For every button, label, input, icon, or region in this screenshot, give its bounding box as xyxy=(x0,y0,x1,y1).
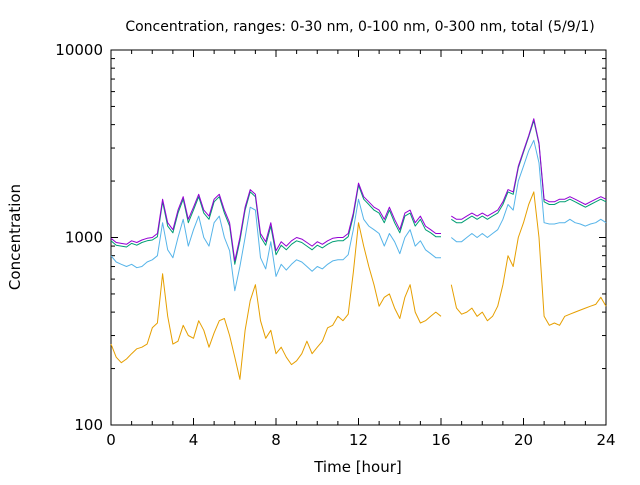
series-line-1 xyxy=(110,118,607,262)
y-axis-tick-labels: 100 1000 10000 xyxy=(55,41,103,434)
y-tick-label: 1000 xyxy=(65,229,103,247)
x-axis-label: Time [hour] xyxy=(313,458,402,476)
x-tick-label: 4 xyxy=(189,431,199,449)
x-axis-ticks xyxy=(110,50,607,425)
x-tick-label: 20 xyxy=(514,431,533,449)
series-line-2 xyxy=(110,120,607,265)
series-line-3 xyxy=(110,139,607,292)
x-tick-label: 8 xyxy=(271,431,281,449)
y-tick-label: 100 xyxy=(74,416,103,434)
x-tick-label: 0 xyxy=(106,431,116,449)
x-axis-tick-labels: 0 4 8 12 16 20 24 xyxy=(106,431,615,449)
chart-title: Concentration, ranges: 0-30 nm, 0-100 nm… xyxy=(125,19,594,35)
plot-frame xyxy=(110,49,607,426)
x-tick-label: 12 xyxy=(349,431,368,449)
series-layer xyxy=(110,118,607,380)
x-tick-label: 24 xyxy=(596,431,615,449)
y-axis-ticks xyxy=(111,49,606,426)
x-tick-label: 16 xyxy=(431,431,450,449)
y-axis-label: Concentration xyxy=(6,184,24,290)
series-line-4 xyxy=(110,191,607,380)
y-tick-label: 10000 xyxy=(55,41,103,59)
